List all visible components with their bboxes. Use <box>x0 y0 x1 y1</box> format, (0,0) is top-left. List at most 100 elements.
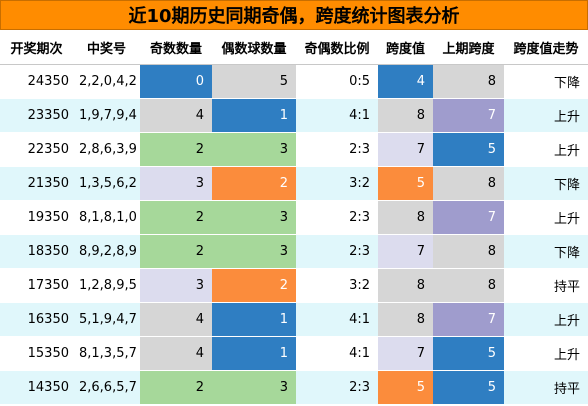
cell-span: 5 <box>378 370 433 405</box>
cell-trend: 上升 <box>504 200 588 235</box>
cell-prev-span: 7 <box>433 302 504 337</box>
cell-span: 8 <box>378 200 433 235</box>
cell-even-count: 5 <box>212 64 296 99</box>
table-body: 24350 2,2,0,4,2 0 5 0:5 4 8 下降 23350 1,9… <box>0 64 588 405</box>
cell-odd-count: 3 <box>140 268 212 303</box>
cell-ratio: 3:2 <box>296 166 378 201</box>
cell-prev-span: 8 <box>433 166 504 201</box>
cell-even-count: 2 <box>212 268 296 303</box>
cell-odd-count: 4 <box>140 98 212 133</box>
cell-prev-span: 7 <box>433 98 504 133</box>
cell-prev-span: 8 <box>433 268 504 303</box>
cell-span: 5 <box>378 166 433 201</box>
cell-issue: 24350 <box>0 64 73 99</box>
cell-ratio: 3:2 <box>296 268 378 303</box>
cell-numbers: 8,1,3,5,7 <box>73 336 140 371</box>
cell-trend: 下降 <box>504 166 588 201</box>
cell-trend: 上升 <box>504 132 588 167</box>
table-row: 14350 2,6,6,5,7 2 3 2:3 5 5 持平 <box>0 370 588 405</box>
header-numbers: 中奖号 <box>73 31 140 65</box>
cell-numbers: 8,9,2,8,9 <box>73 234 140 269</box>
header-trend: 跨度值走势 <box>504 31 588 65</box>
header-issue: 开奖期次 <box>0 31 73 65</box>
table-row: 15350 8,1,3,5,7 4 1 4:1 7 5 上升 <box>0 336 588 371</box>
cell-even-count: 3 <box>212 132 296 167</box>
cell-odd-count: 2 <box>140 200 212 235</box>
header-odd-count: 奇数数量 <box>140 31 212 65</box>
cell-even-count: 3 <box>212 200 296 235</box>
header-span: 跨度值 <box>378 31 433 65</box>
cell-issue: 18350 <box>0 234 73 269</box>
cell-numbers: 2,2,0,4,2 <box>73 64 140 99</box>
stats-table: 开奖期次 中奖号 奇数数量 偶数球数量 奇偶数比例 跨度值 上期跨度 跨度值走势… <box>0 31 588 405</box>
page-title: 近10期历史同期奇偶，跨度统计图表分析 <box>0 0 588 30</box>
cell-numbers: 2,8,6,3,9 <box>73 132 140 167</box>
cell-issue: 21350 <box>0 166 73 201</box>
header-even-count: 偶数球数量 <box>212 31 296 65</box>
cell-even-count: 3 <box>212 370 296 405</box>
cell-numbers: 1,2,8,9,5 <box>73 268 140 303</box>
cell-prev-span: 8 <box>433 64 504 99</box>
cell-span: 7 <box>378 336 433 371</box>
cell-issue: 22350 <box>0 132 73 167</box>
cell-issue: 16350 <box>0 302 73 337</box>
cell-span: 7 <box>378 132 433 167</box>
header-row: 开奖期次 中奖号 奇数数量 偶数球数量 奇偶数比例 跨度值 上期跨度 跨度值走势 <box>0 31 588 65</box>
cell-ratio: 0:5 <box>296 64 378 99</box>
cell-prev-span: 7 <box>433 200 504 235</box>
cell-ratio: 2:3 <box>296 132 378 167</box>
cell-ratio: 2:3 <box>296 234 378 269</box>
cell-even-count: 2 <box>212 166 296 201</box>
table-row: 17350 1,2,8,9,5 3 2 3:2 8 8 持平 <box>0 268 588 303</box>
cell-odd-count: 4 <box>140 336 212 371</box>
cell-even-count: 1 <box>212 336 296 371</box>
table-row: 19350 8,1,8,1,0 2 3 2:3 8 7 上升 <box>0 200 588 235</box>
cell-numbers: 1,9,7,9,4 <box>73 98 140 133</box>
cell-ratio: 4:1 <box>296 302 378 337</box>
cell-issue: 17350 <box>0 268 73 303</box>
cell-prev-span: 5 <box>433 336 504 371</box>
cell-issue: 15350 <box>0 336 73 371</box>
cell-trend: 持平 <box>504 268 588 303</box>
cell-trend: 下降 <box>504 234 588 269</box>
cell-odd-count: 3 <box>140 166 212 201</box>
table-row: 18350 8,9,2,8,9 2 3 2:3 7 8 下降 <box>0 234 588 269</box>
cell-prev-span: 8 <box>433 234 504 269</box>
cell-trend: 上升 <box>504 302 588 337</box>
cell-issue: 19350 <box>0 200 73 235</box>
cell-ratio: 2:3 <box>296 370 378 405</box>
cell-numbers: 2,6,6,5,7 <box>73 370 140 405</box>
cell-odd-count: 2 <box>140 132 212 167</box>
cell-ratio: 4:1 <box>296 336 378 371</box>
cell-span: 8 <box>378 268 433 303</box>
header-ratio: 奇偶数比例 <box>296 31 378 65</box>
cell-trend: 上升 <box>504 336 588 371</box>
cell-trend: 上升 <box>504 98 588 133</box>
table-row: 24350 2,2,0,4,2 0 5 0:5 4 8 下降 <box>0 64 588 99</box>
table-row: 22350 2,8,6,3,9 2 3 2:3 7 5 上升 <box>0 132 588 167</box>
cell-span: 8 <box>378 302 433 337</box>
cell-numbers: 5,1,9,4,7 <box>73 302 140 337</box>
cell-trend: 下降 <box>504 64 588 99</box>
cell-prev-span: 5 <box>433 370 504 405</box>
cell-span: 8 <box>378 98 433 133</box>
cell-prev-span: 5 <box>433 132 504 167</box>
cell-numbers: 1,3,5,6,2 <box>73 166 140 201</box>
cell-numbers: 8,1,8,1,0 <box>73 200 140 235</box>
header-prev-span: 上期跨度 <box>433 31 504 65</box>
cell-odd-count: 2 <box>140 234 212 269</box>
cell-even-count: 1 <box>212 98 296 133</box>
cell-ratio: 2:3 <box>296 200 378 235</box>
table-row: 23350 1,9,7,9,4 4 1 4:1 8 7 上升 <box>0 98 588 133</box>
cell-issue: 14350 <box>0 370 73 405</box>
cell-odd-count: 4 <box>140 302 212 337</box>
cell-even-count: 3 <box>212 234 296 269</box>
cell-even-count: 1 <box>212 302 296 337</box>
cell-ratio: 4:1 <box>296 98 378 133</box>
cell-trend: 持平 <box>504 370 588 405</box>
cell-issue: 23350 <box>0 98 73 133</box>
table-row: 21350 1,3,5,6,2 3 2 3:2 5 8 下降 <box>0 166 588 201</box>
cell-odd-count: 0 <box>140 64 212 99</box>
table-row: 16350 5,1,9,4,7 4 1 4:1 8 7 上升 <box>0 302 588 337</box>
